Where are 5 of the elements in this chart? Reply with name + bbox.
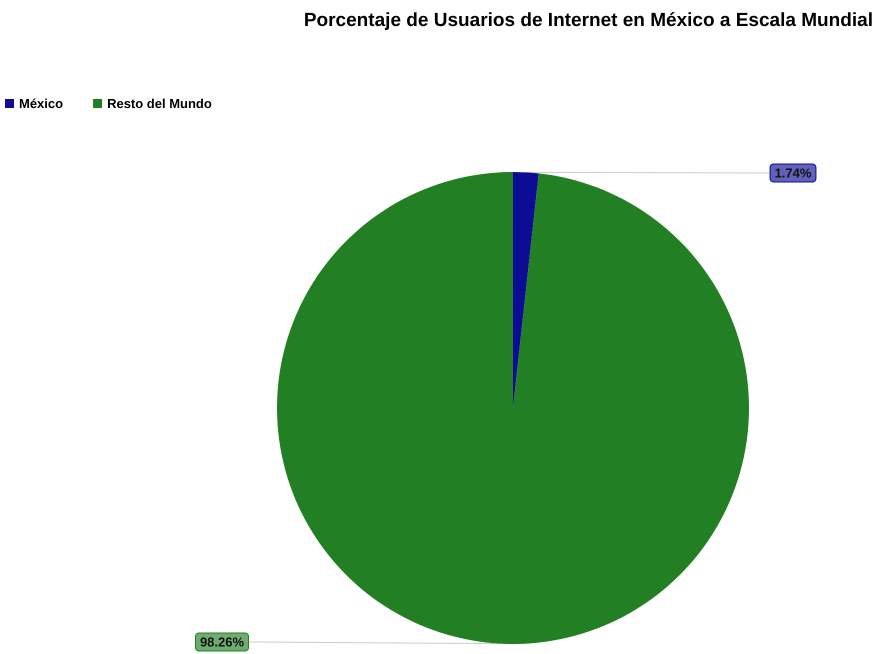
legend-label: Resto del Mundo bbox=[107, 96, 212, 111]
data-label: 98.26% bbox=[200, 634, 244, 650]
data-label: 1.74% bbox=[774, 166, 812, 180]
chart-title: Porcentaje de Usuarios de Internet en México a Escala Mundial bbox=[304, 10, 874, 31]
legend-label: México bbox=[19, 96, 64, 111]
